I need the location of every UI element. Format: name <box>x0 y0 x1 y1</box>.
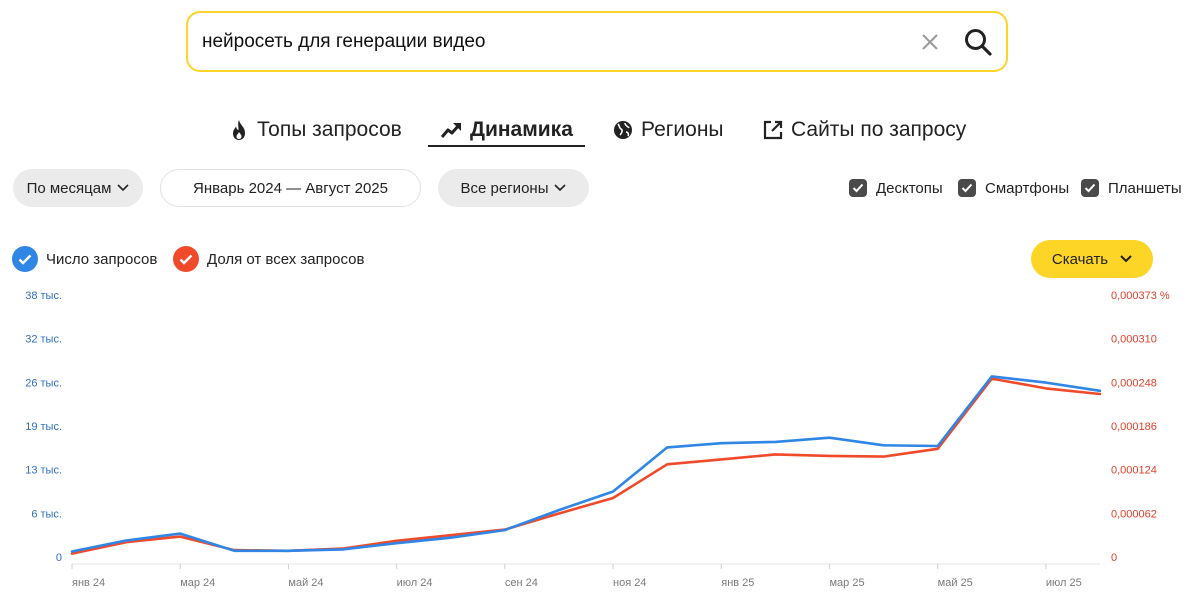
y-left-tick-label: 13 тыс. <box>25 465 62 477</box>
dynamics-chart: 0 6 тыс. 13 тыс. 19 тыс. 26 тыс. 32 тыс. 38 ты… <box>25 290 1170 589</box>
date-range-picker[interactable]: Январь 2024 — Август 2025 <box>160 169 421 207</box>
chevron-down-icon <box>1120 255 1132 263</box>
x-tick-label: май 25 <box>938 577 973 589</box>
x-tick-label: май 24 <box>288 577 323 589</box>
tab-label: Сайты по запросу <box>791 118 967 141</box>
date-range-label: Январь 2024 — Август 2025 <box>193 179 388 197</box>
download-button[interactable]: Скачать <box>1031 240 1153 278</box>
y-right-tick-label: 0,000124 <box>1111 465 1157 477</box>
checkbox-checked-icon <box>958 179 976 197</box>
x-tick-label: янв 25 <box>721 577 754 589</box>
trend-up-icon <box>440 122 461 138</box>
series-line-share <box>70 377 1102 555</box>
period-select[interactable]: По месяцам <box>13 169 143 207</box>
legend-share-label: Доля от всех запросов <box>207 250 365 268</box>
checkbox-label: Десктопы <box>876 179 943 197</box>
series-line-count <box>70 375 1102 553</box>
region-select[interactable]: Все регионы <box>438 169 589 207</box>
y-left-tick-label: 32 тыс. <box>25 334 62 346</box>
y-right-tick-label: 0,000186 <box>1111 421 1157 433</box>
checkbox-desktops[interactable]: Десктопы <box>849 178 943 198</box>
period-label: По месяцам <box>26 179 112 197</box>
search-icon[interactable] <box>963 27 993 57</box>
region-label: Все регионы <box>460 179 549 197</box>
external-link-icon <box>763 120 783 140</box>
fire-icon <box>233 120 245 140</box>
x-tick-label: сен 24 <box>505 577 538 589</box>
tab-label: Топы запросов <box>257 118 402 141</box>
y-right-tick-label: 0,000248 <box>1111 377 1157 389</box>
checkbox-label: Планшеты <box>1108 179 1182 197</box>
x-tick-label: мар 24 <box>180 577 215 589</box>
chevron-down-icon <box>117 184 129 192</box>
globe-icon <box>614 121 632 139</box>
checkbox-smartphones[interactable]: Смартфоны <box>958 178 1069 198</box>
y-left-tick-label: 26 тыс. <box>25 377 62 389</box>
checkbox-tablets[interactable]: Планшеты <box>1081 178 1182 198</box>
search-input[interactable] <box>202 13 882 70</box>
y-right-tick-label: 0,000310 <box>1111 334 1157 346</box>
tab-top-queries[interactable]: Топы запросов <box>229 114 402 146</box>
tab-sites[interactable]: Сайты по запросу <box>763 114 966 146</box>
tab-regions[interactable]: Регионы <box>613 114 724 146</box>
x-tick-label: июл 24 <box>397 577 433 589</box>
checkmark-icon <box>173 246 199 272</box>
legend-count-toggle[interactable]: Число запросов <box>12 245 157 273</box>
x-tick-label: янв 24 <box>72 577 105 589</box>
checkmark-icon <box>12 246 38 272</box>
checkbox-checked-icon <box>849 179 867 197</box>
y-right-tick-label: 0 <box>1111 552 1117 564</box>
y-right-tick-label: 0,000062 <box>1111 508 1157 520</box>
tab-bar: Топы запросов Динамика Регионы Сайты по … <box>0 114 1199 148</box>
x-tick-label: мар 25 <box>829 577 864 589</box>
download-label: Скачать <box>1051 250 1109 268</box>
checkbox-label: Смартфоны <box>985 179 1070 197</box>
y-left-tick-label: 38 тыс. <box>25 290 62 302</box>
y-right-tick-label: 0,000373 % <box>1111 290 1170 302</box>
tab-label: Динамика <box>470 117 573 141</box>
y-left-tick-label: 6 тыс. <box>31 508 62 520</box>
legend-share-toggle[interactable]: Доля от всех запросов <box>173 245 364 273</box>
tab-label: Регионы <box>641 118 724 141</box>
search-box[interactable] <box>186 11 1008 72</box>
legend-count-label: Число запросов <box>46 250 158 268</box>
close-icon[interactable] <box>920 32 940 52</box>
y-left-tick-label: 0 <box>56 552 62 564</box>
x-tick-label: июл 25 <box>1046 577 1082 589</box>
chevron-down-icon <box>554 184 567 192</box>
checkbox-checked-icon <box>1081 179 1099 197</box>
y-left-tick-label: 19 тыс. <box>25 421 62 433</box>
x-tick-label: ноя 24 <box>613 577 646 589</box>
tab-dynamics[interactable]: Динамика <box>428 114 585 147</box>
